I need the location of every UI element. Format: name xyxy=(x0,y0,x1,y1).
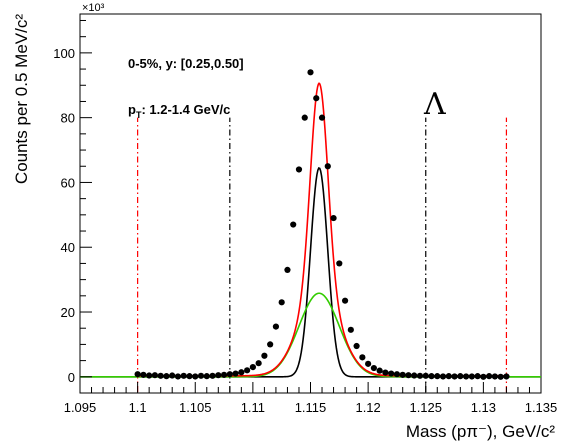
data-point xyxy=(428,373,435,380)
data-points xyxy=(134,69,510,380)
x-tick-label: 1.135 xyxy=(525,400,558,415)
total-fit-curve xyxy=(137,82,507,377)
data-point xyxy=(318,114,326,121)
data-point xyxy=(146,372,153,379)
data-point xyxy=(215,372,222,379)
y-tick-label: 60 xyxy=(61,175,75,190)
data-point xyxy=(359,354,366,361)
data-point xyxy=(491,373,498,380)
data-point xyxy=(244,367,251,374)
data-point xyxy=(163,373,170,380)
data-point xyxy=(226,371,233,378)
data-point xyxy=(405,372,412,379)
annotation-pt-prefix: p xyxy=(128,102,136,117)
data-point xyxy=(382,369,389,376)
data-point xyxy=(497,373,504,380)
data-point xyxy=(197,372,205,379)
x-tick-label: 1.1 xyxy=(129,400,147,415)
x-tick-label: 1.115 xyxy=(295,400,327,415)
y-tick-label: 80 xyxy=(61,111,75,126)
data-point xyxy=(393,371,401,378)
data-point xyxy=(301,114,308,121)
x-tick-label: 1.095 xyxy=(64,400,97,415)
data-point xyxy=(267,341,274,348)
data-point xyxy=(457,373,464,380)
data-point xyxy=(353,342,360,350)
data-point xyxy=(445,373,452,380)
data-point xyxy=(169,372,176,379)
data-point xyxy=(220,371,228,378)
data-point xyxy=(313,95,320,102)
data-point xyxy=(180,372,187,379)
data-point xyxy=(238,369,245,376)
x-axis-label: Mass (pπ⁻), GeV/c² xyxy=(406,422,556,441)
data-point xyxy=(347,326,354,333)
data-point xyxy=(186,373,193,380)
data-point xyxy=(232,370,239,377)
data-point xyxy=(416,372,424,379)
data-point xyxy=(209,372,216,379)
y-multiplier: ×10³ xyxy=(82,2,105,14)
data-point xyxy=(439,373,447,380)
data-point xyxy=(307,69,314,76)
y-axis-ticks: 0 20 40 60 80 100 xyxy=(53,19,92,394)
data-point xyxy=(365,360,372,367)
data-point xyxy=(272,323,280,330)
data-point xyxy=(503,373,510,380)
annotation-pt: pT: 1.2-1.4 GeV/c xyxy=(128,102,230,120)
data-point xyxy=(341,297,349,304)
data-point xyxy=(134,371,141,378)
data-point xyxy=(157,372,164,379)
data-point xyxy=(399,371,406,378)
data-point xyxy=(462,373,470,380)
data-point xyxy=(151,372,159,379)
fit-curves xyxy=(80,82,541,378)
x-axis-ticks: 1.095 1.1 1.105 1.11 1.115 1.12 1.125 1.13 1.135 xyxy=(64,382,558,415)
sideband-lines xyxy=(137,117,508,392)
data-point xyxy=(336,260,343,267)
x-tick-label: 1.13 xyxy=(471,400,496,415)
y-tick-label: 40 xyxy=(61,240,75,255)
data-point xyxy=(203,373,210,380)
y-axis-label: Counts per 0.5 MeV/c² xyxy=(12,14,31,184)
data-point xyxy=(376,367,383,374)
data-point xyxy=(278,299,285,306)
data-point xyxy=(370,364,377,372)
x-tick-label: 1.105 xyxy=(179,400,212,415)
x-tick-label: 1.125 xyxy=(409,400,442,415)
data-point xyxy=(290,221,297,228)
data-point xyxy=(174,373,182,380)
data-point xyxy=(480,373,487,380)
data-point xyxy=(474,373,481,380)
data-point xyxy=(284,266,291,274)
data-point xyxy=(434,373,441,380)
x-tick-label: 1.11 xyxy=(241,400,265,415)
data-point xyxy=(422,372,429,379)
narrow-gauss-curve xyxy=(80,167,541,378)
annotation-pt-rest: : 1.2-1.4 GeV/c xyxy=(141,102,230,117)
data-point xyxy=(468,373,475,380)
x-tick-label: 1.12 xyxy=(355,400,380,415)
annotation-pt-sub: T xyxy=(136,110,142,120)
y-tick-label: 100 xyxy=(53,46,75,61)
y-tick-label: 0 xyxy=(68,370,75,385)
data-point xyxy=(486,373,493,380)
data-point xyxy=(255,360,262,367)
data-point xyxy=(388,370,395,377)
data-point xyxy=(192,373,199,380)
annotation-particle: Λ xyxy=(423,87,446,122)
annotation-centrality: 0-5%, y: [0.25,0.50] xyxy=(128,56,244,71)
data-point xyxy=(451,373,458,380)
data-point xyxy=(140,371,147,378)
data-point xyxy=(330,214,337,222)
data-point xyxy=(411,372,418,379)
data-point xyxy=(249,363,256,371)
data-point xyxy=(295,166,303,173)
data-point xyxy=(261,352,268,359)
y-tick-label: 20 xyxy=(61,305,75,320)
data-point xyxy=(324,163,331,170)
wide-gauss-curve xyxy=(80,292,541,378)
